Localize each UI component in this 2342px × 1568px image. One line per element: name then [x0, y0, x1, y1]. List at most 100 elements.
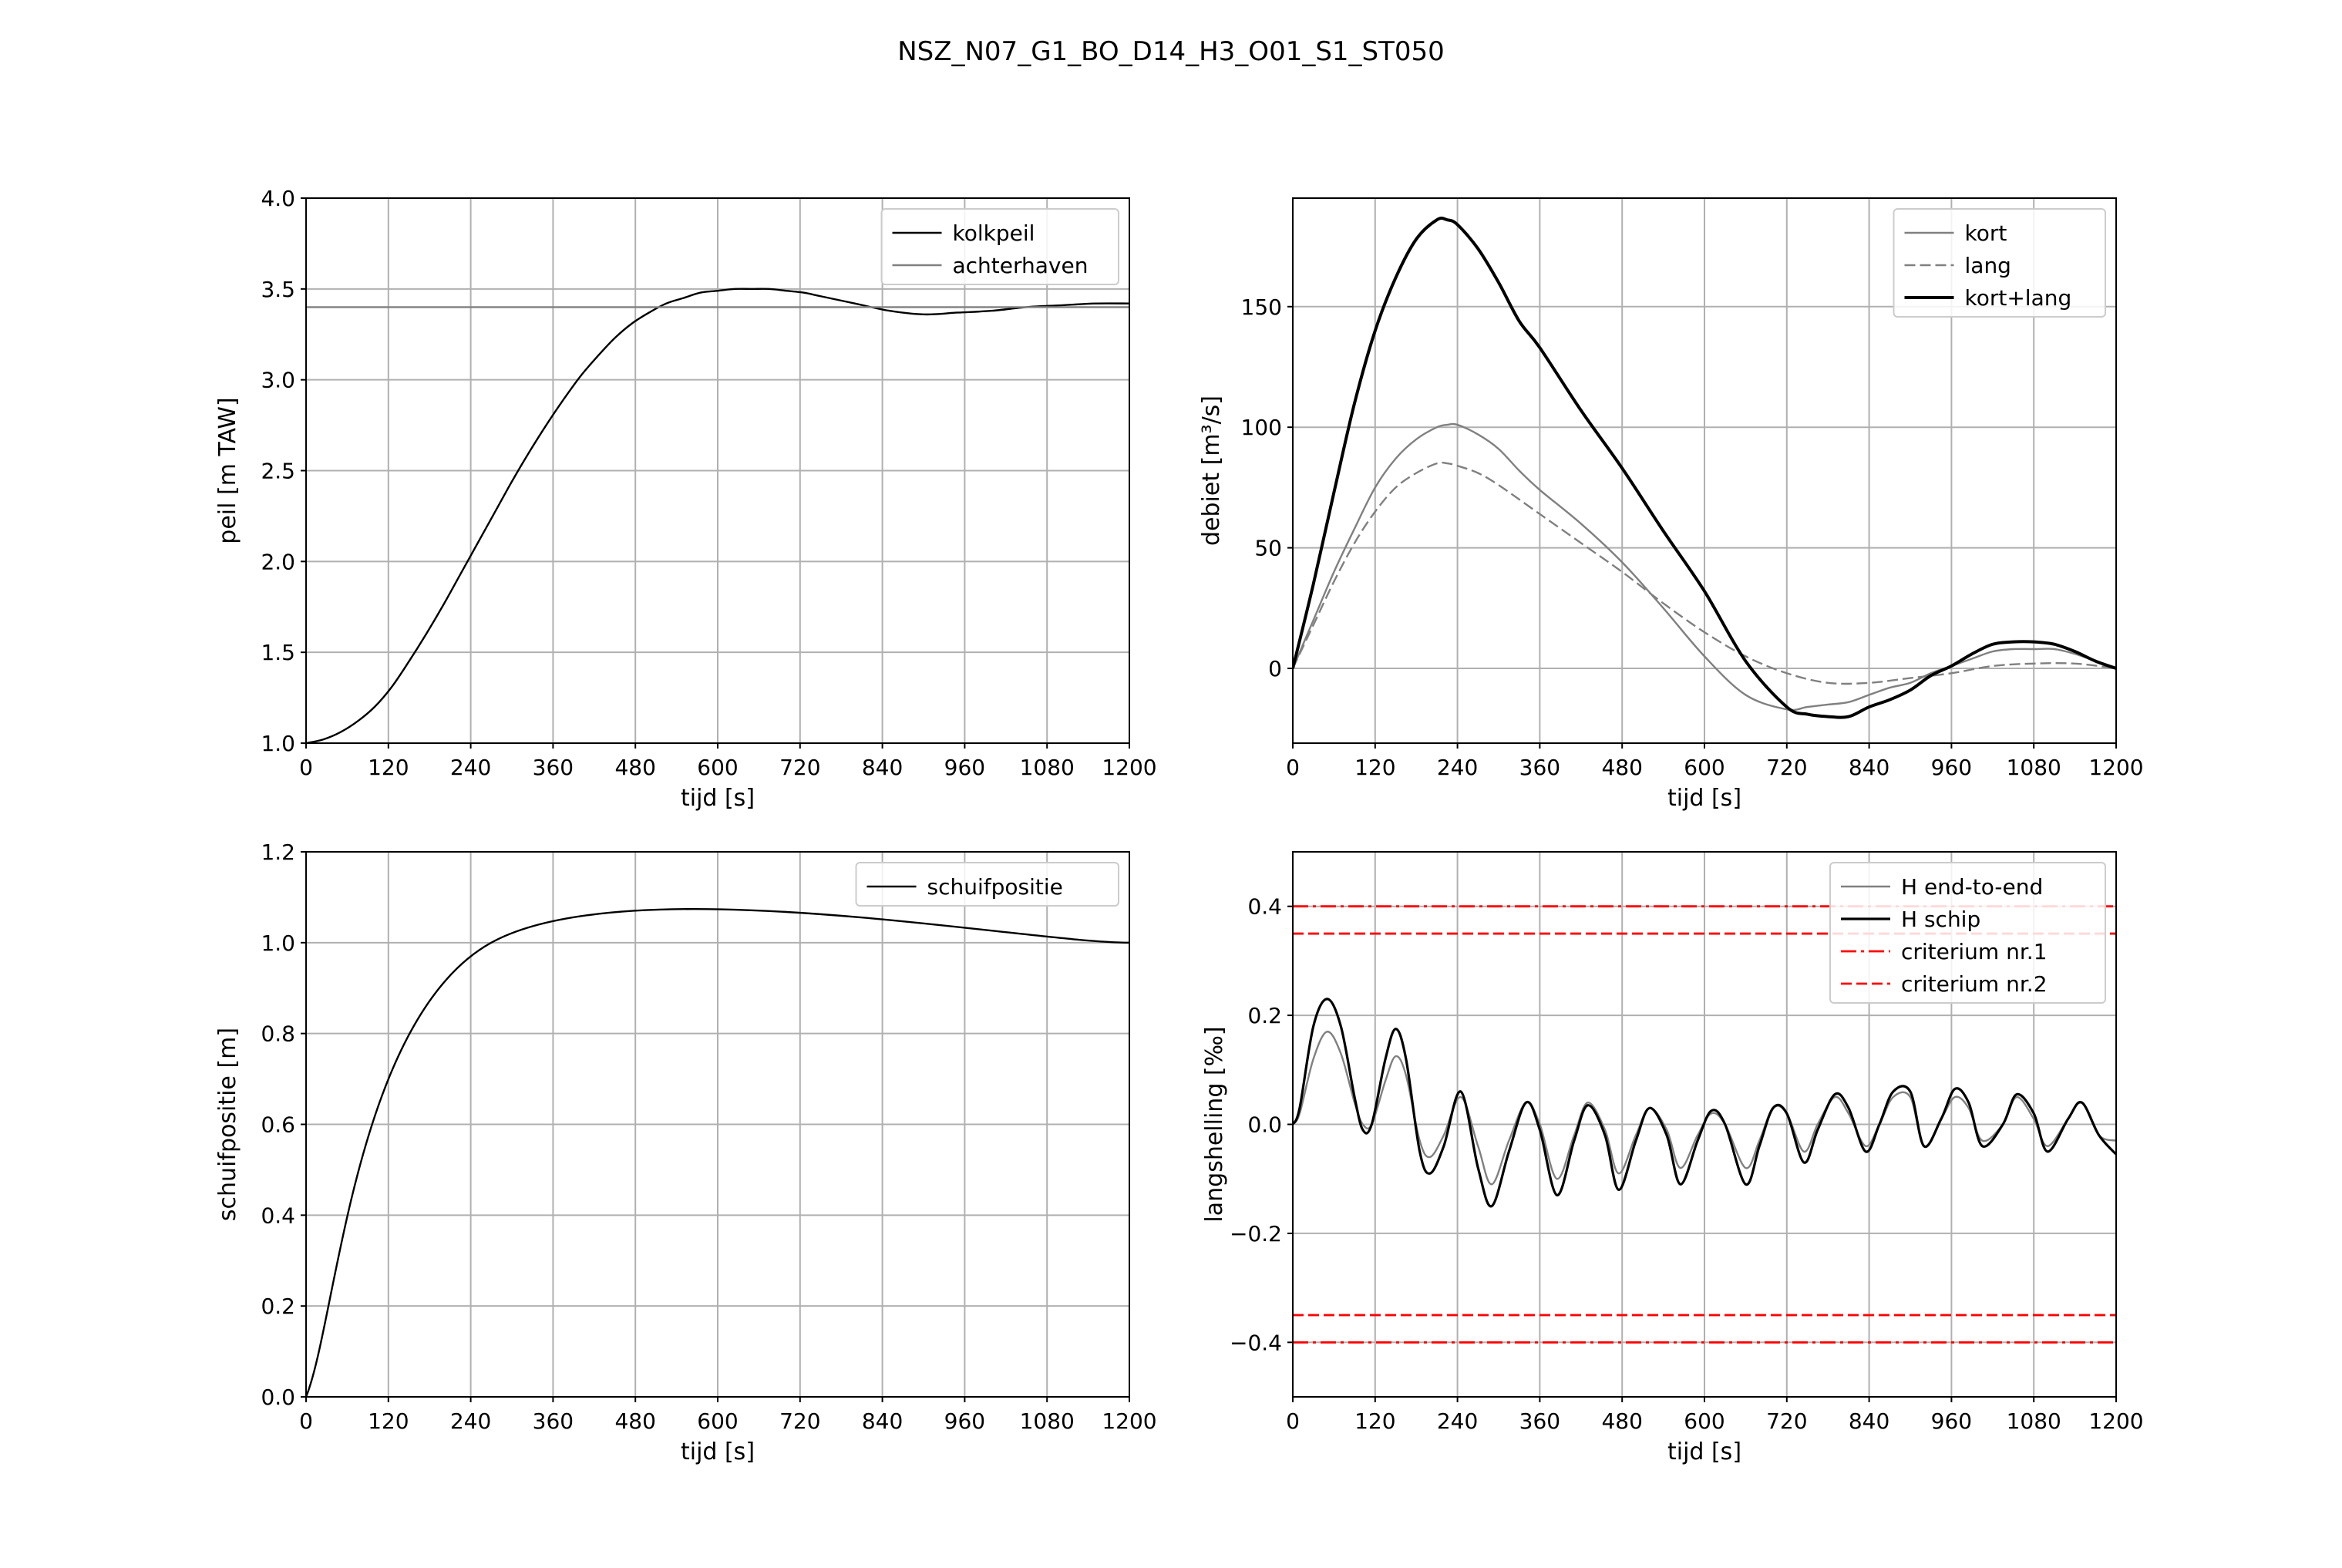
series-line-kolkpeil — [306, 288, 1129, 743]
x-tick-label: 240 — [1437, 1408, 1478, 1434]
x-tick-label: 600 — [697, 755, 738, 780]
x-tick-label: 720 — [779, 755, 820, 780]
legend-label: lang — [1965, 253, 2011, 278]
legend: H end-to-end H schip criterium nr.1 criteri… — [1829, 862, 2106, 1004]
x-tick-label: 1200 — [2088, 1408, 2143, 1434]
legend: kolkpeil achterhaven — [880, 208, 1119, 285]
x-axis-label: tijd [s] — [1667, 1438, 1741, 1465]
y-tick-label: 0 — [1268, 656, 1282, 681]
x-tick-label: 480 — [1601, 755, 1642, 780]
x-tick-label: 600 — [1684, 755, 1725, 780]
legend-box — [1893, 208, 2106, 318]
y-tick-label: 1.0 — [261, 930, 295, 956]
x-tick-label: 1080 — [1020, 755, 1075, 780]
x-axis-label: tijd [s] — [1667, 785, 1741, 812]
y-axis-label: schuifpositie [m] — [214, 1028, 241, 1221]
y-tick-label: 3.5 — [261, 277, 295, 302]
x-tick-label: 1200 — [2088, 755, 2143, 780]
legend-label: criterium nr.1 — [1901, 939, 2048, 964]
x-tick-label: 600 — [1684, 1408, 1725, 1434]
x-tick-label: 480 — [1601, 1408, 1642, 1434]
legend-label: kort+lang — [1965, 285, 2072, 311]
x-tick-label: 0 — [299, 1408, 313, 1434]
x-tick-label: 0 — [299, 755, 313, 780]
x-tick-label: 1200 — [1102, 755, 1156, 780]
x-tick-label: 840 — [1849, 755, 1889, 780]
x-tick-label: 1080 — [2007, 755, 2061, 780]
y-tick-label: 100 — [1241, 415, 1282, 440]
y-axis-label: peil [m TAW] — [214, 397, 241, 543]
x-tick-label: 120 — [368, 755, 409, 780]
legend-label: achterhaven — [953, 253, 1089, 278]
x-tick-label: 360 — [533, 755, 574, 780]
y-tick-label: 2.0 — [261, 549, 295, 574]
x-tick-label: 720 — [779, 1408, 820, 1434]
x-tick-label: 120 — [1354, 1408, 1395, 1434]
y-tick-label: −0.4 — [1230, 1330, 1282, 1355]
x-tick-label: 360 — [1519, 1408, 1560, 1434]
x-axis-label: tijd [s] — [681, 785, 755, 812]
series-line-h-end-to-end — [1293, 1031, 2116, 1186]
y-tick-label: 150 — [1241, 294, 1282, 320]
legend-label: criterium nr.2 — [1901, 971, 2048, 997]
legend: kort lang kort+lang — [1893, 208, 2106, 318]
series-line-schuifpositie — [306, 907, 1129, 1397]
legend-box — [1829, 862, 2106, 1004]
y-tick-label: 50 — [1254, 536, 1282, 561]
y-tick-label: 0.4 — [1247, 894, 1282, 920]
x-tick-label: 1080 — [1020, 1408, 1075, 1434]
x-tick-label: 120 — [368, 1408, 409, 1434]
x-tick-label: 1200 — [1102, 1408, 1156, 1434]
figure-title: NSZ_N07_G1_BO_D14_H3_O01_S1_ST050 — [897, 36, 1445, 67]
y-tick-label: 0.0 — [261, 1385, 295, 1410]
legend-label: kort — [1965, 220, 2007, 246]
series-line-kort — [1293, 422, 2116, 712]
plot-schuifpositie: 0 120 240 360 480 600 720 840 960 1080 1200 0.0 0.2 0… — [214, 840, 1157, 1465]
y-tick-label: 4.0 — [261, 186, 295, 211]
series-line-lang — [1293, 461, 2116, 685]
legend-label: schuifpositie — [927, 874, 1063, 900]
series-group — [306, 288, 1129, 743]
legend-label: H schip — [1901, 907, 1980, 932]
x-tick-label: 240 — [1437, 755, 1478, 780]
x-tick-label: 0 — [1286, 1408, 1300, 1434]
x-tick-label: 480 — [614, 755, 655, 780]
x-tick-label: 360 — [533, 1408, 574, 1434]
y-tick-label: 3.0 — [261, 368, 295, 393]
plot-peil: 0 120 240 360 480 600 720 840 960 1080 1200 1.0 1.5 2… — [214, 186, 1157, 812]
y-tick-label: 0.8 — [261, 1021, 295, 1047]
x-tick-label: 600 — [697, 1408, 738, 1434]
y-axis-label: debiet [m³/s] — [1198, 395, 1225, 546]
x-tick-label: 960 — [1931, 755, 1972, 780]
y-tick-label: −0.2 — [1230, 1221, 1282, 1247]
plot-debiet: 0 120 240 360 480 600 720 840 960 1080 1200 0 50 100 1… — [1198, 197, 2144, 812]
x-tick-label: 840 — [862, 755, 903, 780]
x-tick-label: 1080 — [2007, 1408, 2061, 1434]
y-tick-label: 2.5 — [261, 459, 295, 484]
legend-box — [855, 862, 1119, 907]
x-axis-label: tijd [s] — [681, 1438, 755, 1465]
plot-langshelling: 0 120 240 360 480 600 720 840 960 1080 1200 −0.4 −0.… — [1201, 851, 2144, 1465]
y-axis-label: langshelling [‰] — [1201, 1026, 1228, 1222]
x-tick-label: 720 — [1766, 755, 1807, 780]
y-tick-label: 1.2 — [261, 840, 295, 865]
x-tick-label: 0 — [1286, 755, 1300, 780]
x-tick-label: 960 — [944, 755, 985, 780]
x-tick-label: 120 — [1354, 755, 1395, 780]
x-tick-label: 720 — [1766, 1408, 1807, 1434]
x-tick-label: 480 — [614, 1408, 655, 1434]
series-group — [306, 907, 1129, 1397]
x-tick-label: 840 — [862, 1408, 903, 1434]
series-line-kort-lang — [1293, 217, 2116, 719]
x-tick-label: 360 — [1519, 755, 1560, 780]
x-tick-label: 240 — [450, 1408, 491, 1434]
y-tick-label: 0.0 — [1247, 1112, 1282, 1138]
x-tick-label: 240 — [450, 755, 491, 780]
y-tick-label: 1.5 — [261, 640, 295, 665]
legend-label: kolkpeil — [953, 220, 1035, 246]
x-tick-label: 960 — [1931, 1408, 1972, 1434]
legend: schuifpositie — [855, 862, 1119, 907]
legend-label: H end-to-end — [1901, 874, 2043, 900]
x-tick-label: 840 — [1849, 1408, 1889, 1434]
